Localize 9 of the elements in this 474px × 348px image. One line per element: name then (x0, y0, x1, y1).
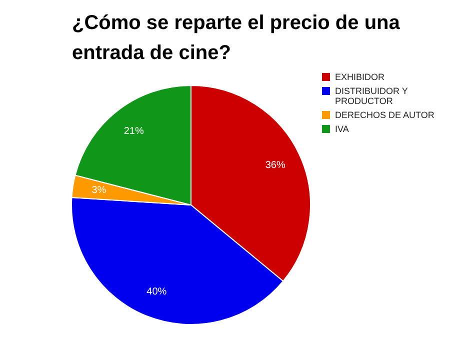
data-label: 40% (146, 286, 167, 298)
data-label: 36% (265, 160, 286, 172)
chart-title: ¿Cómo se reparte el precio de una entrada de cine? (72, 11, 401, 66)
legend-label: EXHIBIDOR (335, 72, 385, 82)
legend-label: DISTRIBUIDOR Y PRODUCTOR (335, 86, 409, 106)
legend-label: DERECHOS DE AUTOR (335, 110, 434, 120)
legend-label: IVA (335, 124, 349, 134)
data-label: 3% (92, 185, 106, 196)
data-label: 21% (124, 126, 144, 138)
